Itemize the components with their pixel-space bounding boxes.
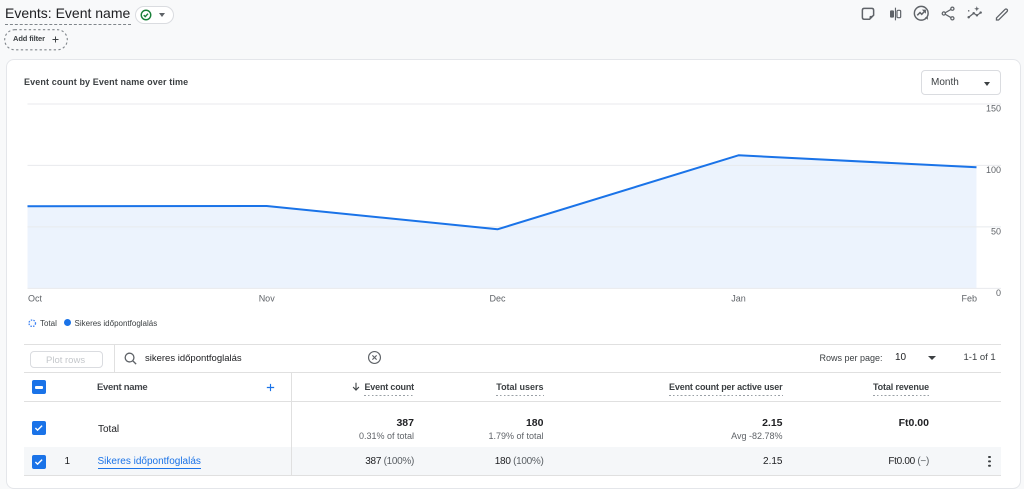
svg-text:150: 150 — [986, 104, 1001, 114]
svg-text:0: 0 — [996, 288, 1001, 298]
svg-text:50: 50 — [991, 227, 1001, 237]
svg-text:100: 100 — [986, 165, 1001, 175]
svg-text:Oct: Oct — [28, 293, 43, 303]
svg-text:Jan: Jan — [731, 293, 746, 303]
svg-text:Dec: Dec — [489, 293, 506, 303]
svg-text:Nov: Nov — [259, 293, 276, 303]
svg-text:Feb: Feb — [961, 293, 977, 303]
